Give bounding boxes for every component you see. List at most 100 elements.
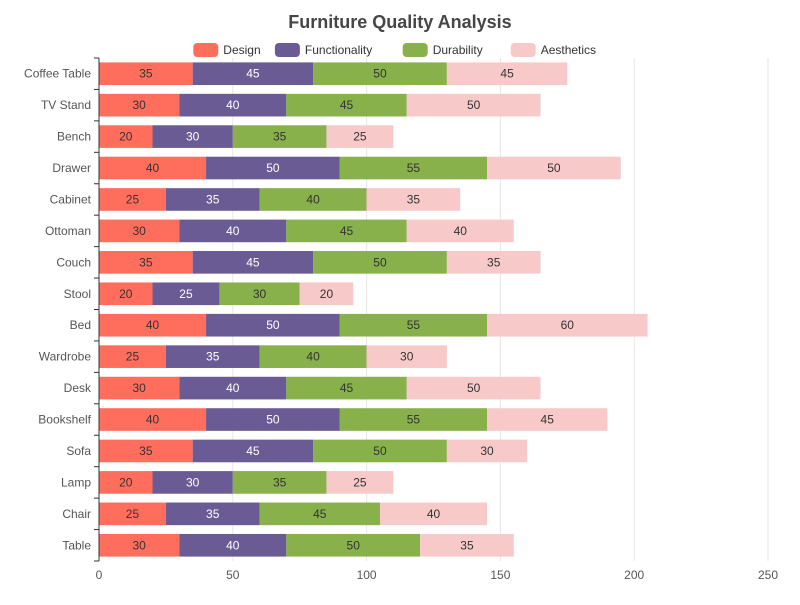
bar-bench-design[interactable]: [99, 125, 153, 148]
bar-tv-stand-durability[interactable]: [286, 93, 407, 117]
bar-drawer-durability[interactable]: [339, 156, 488, 180]
data-label-tv-stand-functionality: 40: [226, 98, 240, 112]
bar-table-aesthetics[interactable]: [420, 533, 514, 557]
bar-bed-design[interactable]: [99, 313, 207, 337]
data-label-couch-design: 35: [139, 255, 153, 269]
bar-wardrobe-design[interactable]: [99, 345, 166, 368]
bar-lamp-durability[interactable]: [232, 471, 327, 494]
bar-desk-functionality[interactable]: [179, 376, 287, 400]
bar-wardrobe-functionality[interactable]: [165, 345, 260, 368]
bar-sofa-functionality[interactable]: [192, 439, 314, 463]
bar-table-durability[interactable]: [286, 533, 421, 557]
bar-desk-aesthetics[interactable]: [406, 376, 541, 400]
bars: 30 40 50 35 25 35 45 40 20 30 35 25 35 45 50 30 40 50 55 45…: [99, 62, 648, 557]
y-tick-label-sofa: Sofa: [66, 444, 91, 458]
bar-sofa-design[interactable]: [99, 439, 193, 463]
bar-bench-durability[interactable]: [232, 125, 327, 148]
legend-item-functionality[interactable]: Functionality: [274, 43, 372, 57]
bar-couch-functionality[interactable]: [192, 251, 314, 274]
bar-tv-stand-design[interactable]: [99, 93, 180, 117]
bar-wardrobe-durability[interactable]: [259, 345, 367, 368]
legend-item-durability[interactable]: Durability: [402, 43, 483, 57]
bar-drawer-aesthetics[interactable]: [487, 156, 621, 180]
bar-bed-functionality[interactable]: [206, 313, 340, 337]
bar-wardrobe-aesthetics[interactable]: [366, 345, 447, 368]
bar-table-design[interactable]: [99, 533, 180, 557]
bar-ottoman-aesthetics[interactable]: [406, 219, 514, 243]
legend[interactable]: Design Functionality Durability Aesthetics: [193, 43, 596, 57]
bar-lamp-aesthetics[interactable]: [326, 471, 394, 494]
bar-ottoman-durability[interactable]: [286, 219, 407, 243]
bar-coffee-table-design[interactable]: [99, 62, 193, 86]
data-label-ottoman-design: 30: [132, 224, 146, 238]
bar-drawer-design[interactable]: [99, 156, 207, 180]
bar-stool-functionality[interactable]: [152, 282, 220, 306]
legend-item-design[interactable]: Design: [193, 43, 261, 57]
bar-couch-durability[interactable]: [313, 251, 447, 274]
data-label-tv-stand-aesthetics: 50: [467, 98, 481, 112]
data-label-ottoman-durability: 45: [340, 224, 354, 238]
y-tick-label-drawer: Drawer: [52, 161, 91, 175]
bar-lamp-functionality[interactable]: [152, 471, 233, 494]
bar-bed-durability[interactable]: [339, 313, 488, 337]
data-label-bookshelf-functionality: 50: [266, 413, 280, 427]
bar-cabinet-aesthetics[interactable]: [366, 188, 461, 211]
data-label-stool-design: 20: [119, 287, 133, 301]
legend-item-aesthetics[interactable]: Aesthetics: [510, 43, 596, 57]
bar-chair-durability[interactable]: [259, 502, 380, 526]
bar-chair-aesthetics[interactable]: [379, 502, 488, 526]
legend-label-design: Design: [223, 43, 260, 57]
legend-swatch-design: [193, 43, 219, 57]
bar-stool-aesthetics[interactable]: [299, 282, 354, 306]
bar-bookshelf-aesthetics[interactable]: [487, 408, 608, 431]
bar-coffee-table-durability[interactable]: [313, 62, 447, 86]
data-label-ottoman-functionality: 40: [226, 224, 240, 238]
data-label-lamp-functionality: 30: [186, 475, 200, 489]
data-label-coffee-table-durability: 50: [373, 67, 387, 81]
data-label-stool-durability: 30: [253, 287, 267, 301]
bar-bench-aesthetics[interactable]: [326, 125, 394, 148]
bar-ottoman-functionality[interactable]: [179, 219, 287, 243]
bar-sofa-durability[interactable]: [313, 439, 447, 463]
bar-cabinet-design[interactable]: [99, 188, 166, 211]
bar-desk-durability[interactable]: [286, 376, 407, 400]
data-label-bed-functionality: 50: [266, 318, 280, 332]
data-label-bed-durability: 55: [407, 318, 421, 332]
bar-sofa-aesthetics[interactable]: [446, 439, 528, 463]
y-tick-label-bench: Bench: [57, 130, 91, 144]
bar-stool-design[interactable]: [99, 282, 153, 306]
bar-bed-aesthetics[interactable]: [487, 313, 648, 337]
bar-couch-design[interactable]: [99, 251, 193, 274]
bar-cabinet-functionality[interactable]: [165, 188, 260, 211]
x-tick-label-50: 50: [226, 568, 240, 582]
data-label-chair-durability: 45: [313, 507, 327, 521]
data-label-stool-functionality: 25: [179, 287, 193, 301]
bar-chair-functionality[interactable]: [165, 502, 260, 526]
bar-lamp-design[interactable]: [99, 471, 153, 494]
chart-title: Furniture Quality Analysis: [288, 12, 511, 32]
bar-cabinet-durability[interactable]: [259, 188, 367, 211]
bar-desk-design[interactable]: [99, 376, 180, 400]
bar-stool-durability[interactable]: [219, 282, 300, 306]
data-label-wardrobe-functionality: 35: [206, 350, 220, 364]
bar-bench-functionality[interactable]: [152, 125, 233, 148]
bar-ottoman-design[interactable]: [99, 219, 180, 243]
bar-coffee-table-aesthetics[interactable]: [446, 62, 568, 86]
bar-drawer-functionality[interactable]: [206, 156, 340, 180]
bar-couch-aesthetics[interactable]: [446, 251, 541, 274]
data-label-chair-aesthetics: 40: [427, 507, 441, 521]
bar-bookshelf-design[interactable]: [99, 408, 207, 431]
bar-table-functionality[interactable]: [179, 533, 287, 557]
bar-tv-stand-aesthetics[interactable]: [406, 93, 541, 117]
y-tick-label-tv-stand: TV Stand: [41, 98, 91, 112]
bar-tv-stand-functionality[interactable]: [179, 93, 287, 117]
bar-bookshelf-durability[interactable]: [339, 408, 488, 431]
data-label-wardrobe-aesthetics: 30: [400, 350, 414, 364]
data-label-coffee-table-design: 35: [139, 67, 153, 81]
bar-coffee-table-functionality[interactable]: [192, 62, 314, 86]
legend-swatch-durability: [402, 43, 428, 57]
data-label-bench-design: 20: [119, 130, 133, 144]
bar-chair-design[interactable]: [99, 502, 166, 526]
bar-bookshelf-functionality[interactable]: [206, 408, 340, 431]
